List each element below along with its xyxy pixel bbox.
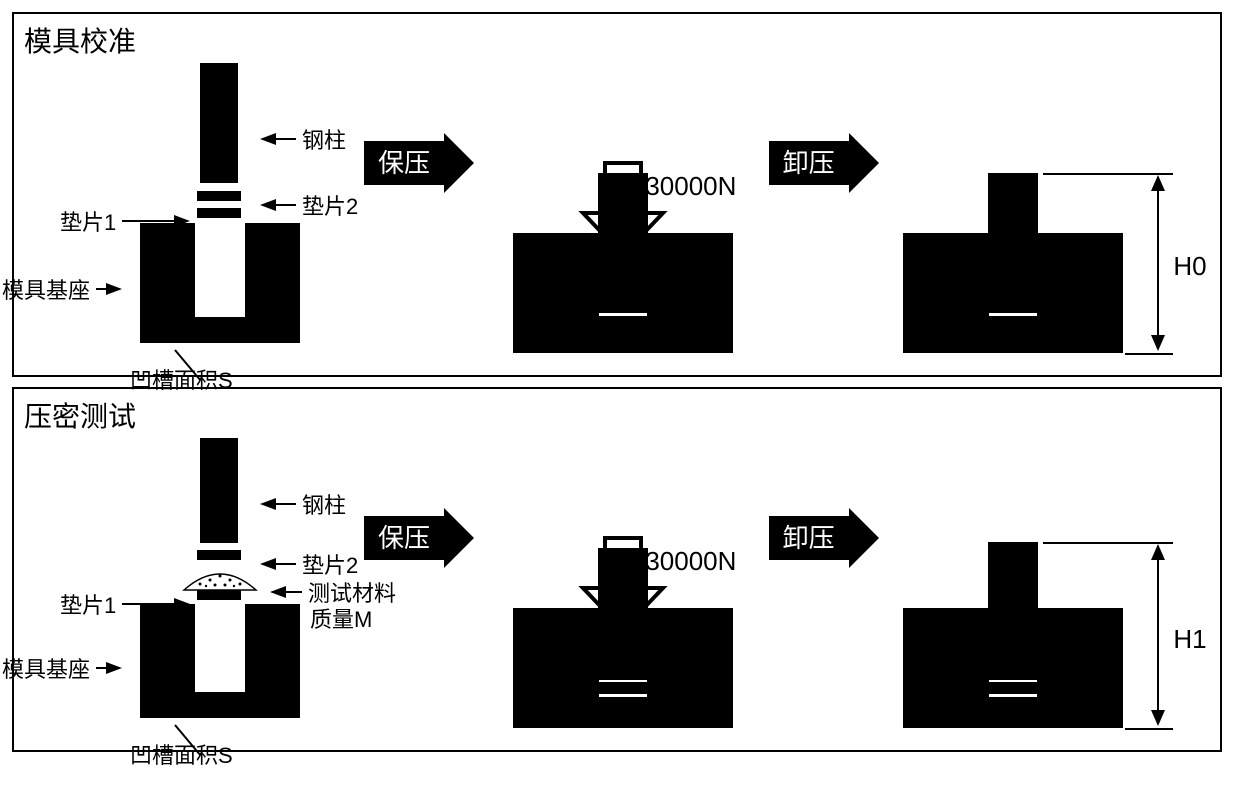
dim-arrow-up-icon [1151,175,1165,191]
steel-column-label-group: 钢柱 [260,488,346,520]
calib-stage2: 30000N [488,163,759,363]
comp-stage3: H1 [899,538,1208,738]
arrow-icon [106,662,122,674]
dim-vline [1157,177,1159,349]
arrow-line [276,503,296,505]
h0-label: H0 [1173,251,1206,282]
arrow-line [276,204,296,206]
comp-stage2: 30000N [488,538,759,738]
comp-stage1: 钢柱 垫片2 测试材料 质量M 垫片1 [26,438,374,738]
dim-arrow-down-icon [1151,335,1165,351]
shim1-label: 垫片1 [60,588,116,620]
final-column [988,173,1038,233]
release-pressure-label: 卸压 [783,148,835,178]
gap2 [989,694,1037,697]
calib-stage1: 钢柱 垫片2 垫片1 模具基座 [26,63,374,363]
shim-gap-line [599,313,647,316]
calib-assembly1: 钢柱 垫片2 垫片1 模具基座 [70,63,330,363]
shim1-label-group: 垫片1 [60,588,190,620]
compaction-row: 钢柱 垫片2 测试材料 质量M 垫片1 [26,397,1208,738]
mass-label: 质量M [310,602,372,634]
arrow-line [286,591,302,593]
final-base [903,233,1123,353]
comp-pressed [503,538,743,738]
final-column [988,542,1038,608]
dim-arrow-down-icon [1151,710,1165,726]
hold-pressure-arrow: 保压 [364,516,444,560]
calibration-panel: 模具校准 钢柱 [12,12,1222,377]
release-pressure-arrow: 卸压 [769,516,849,560]
comp-final: H1 [903,538,1203,738]
arrow-icon [106,283,122,295]
steel-column [200,63,238,183]
arrow-icon [174,215,190,227]
groove-area-label: 凹槽面积S [130,738,233,770]
calibration-title: 模具校准 [24,20,136,60]
shim2 [197,191,241,201]
dim-vline [1157,546,1159,724]
mold-floor [140,317,300,343]
pressed-base [513,233,733,353]
shim1-label-group: 垫片1 [60,205,190,237]
compaction-panel: 压密测试 钢柱 [12,387,1222,752]
calib-pressed [503,163,743,363]
arrow-line [276,138,296,140]
compaction-title: 压密测试 [24,395,136,435]
shim1 [197,208,241,218]
arrow-line [276,563,296,565]
shim2 [197,550,241,560]
final-base [903,608,1123,728]
arrow-icon [260,498,276,510]
shim2-label-group: 垫片2 [260,189,358,221]
release-pressure-label: 卸压 [783,523,835,553]
hold-pressure-label: 保压 [378,148,430,178]
gap1 [989,680,1037,682]
steel-column-label: 钢柱 [302,123,346,155]
steel-column-label-group: 钢柱 [260,123,346,155]
calib-final: H0 [903,163,1203,363]
dim-bottom [1125,728,1173,730]
arrow-icon [260,133,276,145]
dim-bottom [1125,353,1173,355]
arrow-line [96,667,106,669]
steel-column-label: 钢柱 [302,488,346,520]
arrow-line [96,288,106,290]
arrow-icon [174,598,190,610]
dim-arrow-up-icon [1151,544,1165,560]
pressed-column [598,548,648,608]
gap1 [599,680,647,682]
shim-gap-line2 [989,313,1037,316]
calib-stage3: H0 [899,163,1208,363]
comp-assembly1: 钢柱 垫片2 测试材料 质量M 垫片1 [70,438,330,738]
pressed-column [598,173,648,233]
h1-label: H1 [1173,624,1206,655]
calibration-row: 钢柱 垫片2 垫片1 模具基座 [26,22,1208,363]
arrow-icon [260,199,276,211]
steel-column [200,438,238,543]
mold-floor [140,692,300,718]
arrow-line [122,603,174,605]
gap2 [599,694,647,697]
arrow-icon [260,558,276,570]
shim1-label: 垫片1 [60,205,116,237]
arrow-icon [270,586,286,598]
mold-base-label: 模具基座 [2,273,90,305]
mold-base-label-group: 模具基座 [2,273,122,305]
mold-base-label: 模具基座 [2,652,90,684]
hold-pressure-label: 保压 [378,523,430,553]
mold-base-label-group: 模具基座 [2,652,122,684]
shim2-label: 垫片2 [302,189,358,221]
hold-pressure-arrow: 保压 [364,141,444,185]
material-pile-icon [180,564,260,592]
arrow-line [122,220,174,222]
pressed-base [513,608,733,728]
release-pressure-arrow: 卸压 [769,141,849,185]
shim1 [197,590,241,600]
